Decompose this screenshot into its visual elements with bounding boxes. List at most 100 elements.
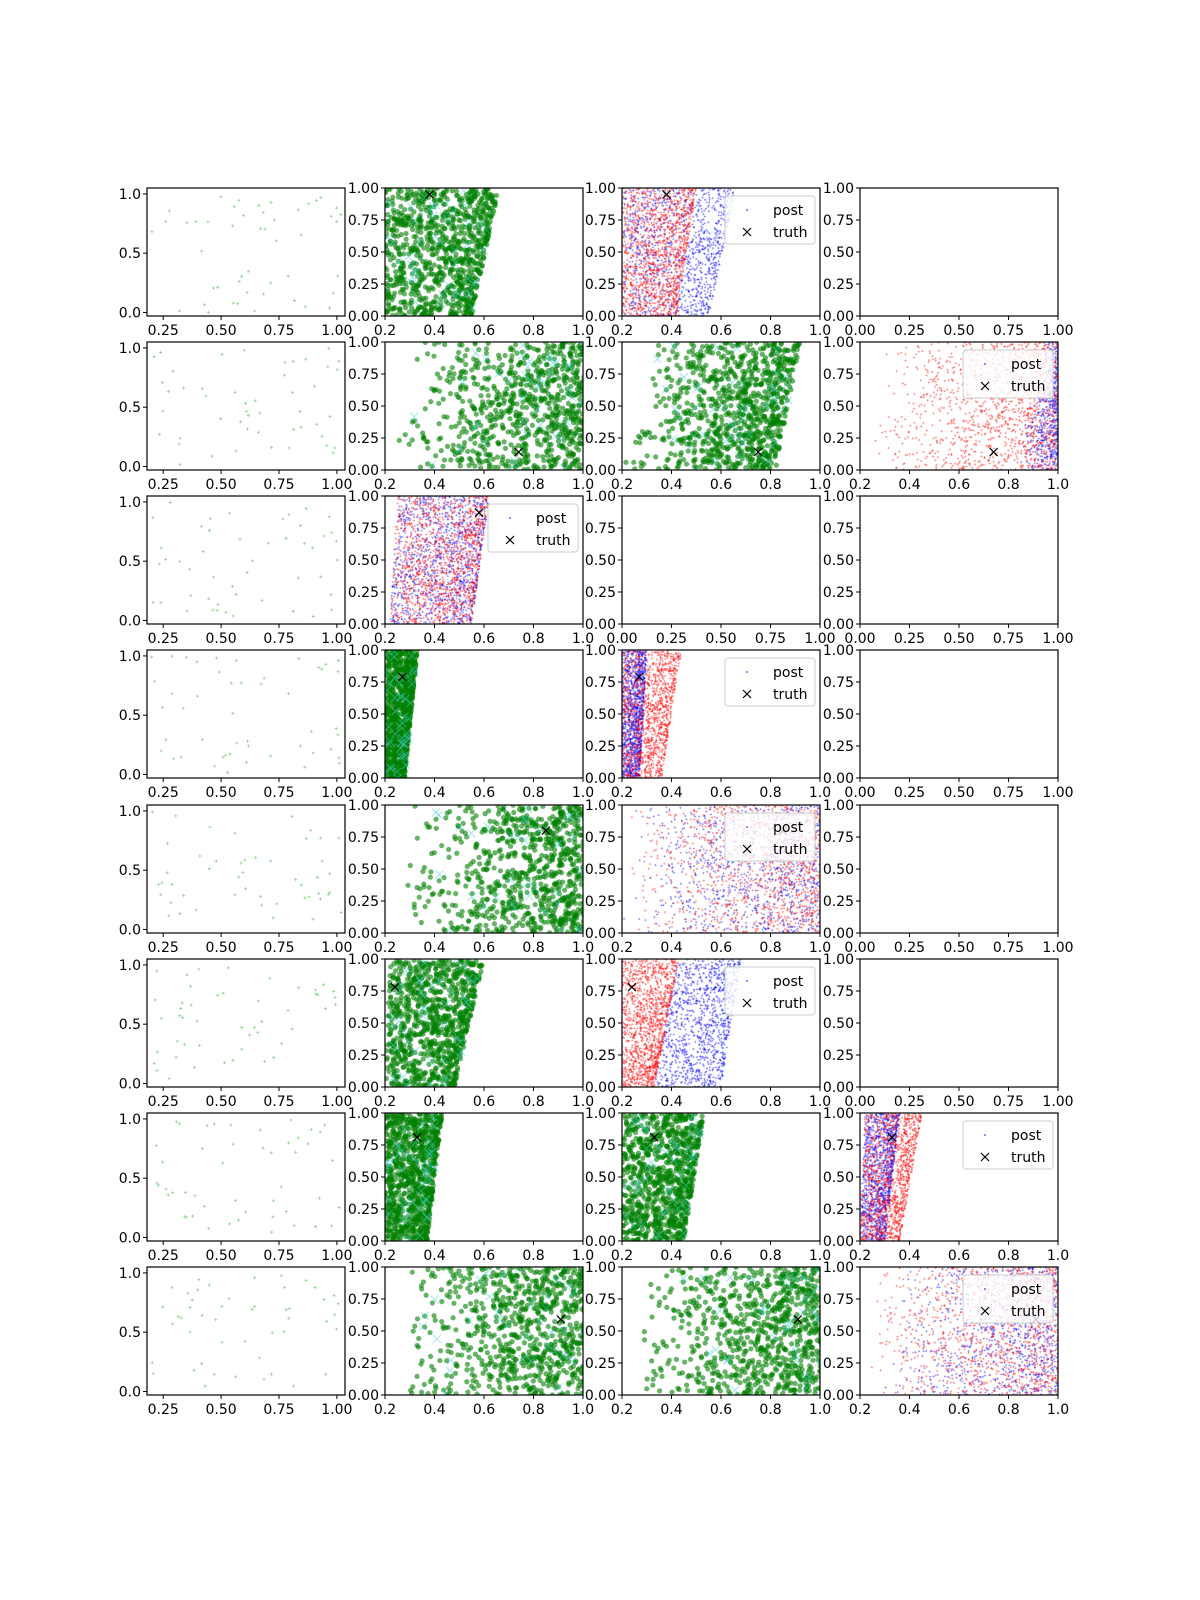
posterior-point-red <box>651 249 655 252</box>
posterior-point-blue <box>631 204 634 207</box>
posterior-point-red <box>646 291 649 294</box>
posterior-point-blue <box>651 288 655 291</box>
posterior-point-blue <box>646 236 649 239</box>
posterior-point-red <box>628 205 631 208</box>
posterior-point-blue <box>637 263 641 266</box>
prior-sample-marker <box>479 437 489 447</box>
posterior-point-red <box>665 240 668 244</box>
posterior-point-red <box>682 207 685 210</box>
posterior-point <box>385 294 391 300</box>
posterior-point-blue <box>633 239 636 242</box>
posterior-point <box>466 268 472 274</box>
posterior-point <box>761 413 767 419</box>
posterior-point <box>508 345 514 351</box>
posterior-point-red <box>633 265 636 268</box>
posterior-point <box>590 453 595 458</box>
posterior-point-blue <box>658 255 661 259</box>
posterior-point-red <box>676 251 680 254</box>
posterior-point-red <box>671 297 675 301</box>
posterior-point <box>467 259 473 265</box>
posterior-point-blue <box>707 298 710 301</box>
posterior-point-red <box>640 282 643 285</box>
posterior-point-red <box>672 285 675 288</box>
posterior-point <box>543 342 549 345</box>
posterior-point-blue <box>674 228 677 231</box>
posterior-point-red <box>684 257 687 260</box>
posterior-point-blue <box>700 278 703 281</box>
posterior-point-red <box>656 312 660 315</box>
prior-sample-marker <box>405 275 414 285</box>
legend-label: post <box>773 203 804 219</box>
posterior-point <box>476 205 482 212</box>
posterior-point-blue <box>701 244 704 247</box>
posterior-point <box>437 270 443 276</box>
posterior-point-red <box>662 304 665 307</box>
posterior-point-red <box>678 253 682 257</box>
posterior-point <box>482 240 488 246</box>
posterior-point-blue <box>657 282 660 285</box>
posterior-point <box>525 368 531 374</box>
posterior-point-blue <box>668 307 672 310</box>
posterior-point-red <box>678 191 681 194</box>
posterior-point-red <box>683 206 686 209</box>
posterior-point-red <box>629 264 632 268</box>
posterior-point-red <box>624 220 627 223</box>
posterior-point <box>472 275 478 281</box>
posterior-point-blue <box>699 204 702 207</box>
posterior-point-blue <box>688 295 691 299</box>
posterior-point-blue <box>632 216 635 219</box>
posterior-point-red <box>645 196 649 199</box>
posterior-point-blue <box>650 235 653 238</box>
posterior-point <box>631 459 637 465</box>
y-tick-label: 0.75 <box>348 213 379 229</box>
posterior-point-red <box>646 249 650 253</box>
posterior-point <box>535 466 542 470</box>
posterior-point-blue <box>631 199 634 202</box>
posterior-point-red <box>623 240 626 243</box>
posterior-point-blue <box>624 243 627 247</box>
posterior-point-red <box>670 290 673 293</box>
posterior-point-red <box>646 282 649 285</box>
posterior-point <box>656 368 663 374</box>
posterior-point-blue <box>718 252 721 255</box>
x-tick-label: 0.50 <box>206 477 237 493</box>
posterior-point-red <box>645 291 648 294</box>
posterior-point-blue <box>642 260 646 263</box>
posterior-point-blue <box>638 253 641 256</box>
observation-point <box>286 274 290 278</box>
posterior-point-blue <box>637 220 640 224</box>
posterior-point-red <box>635 313 639 316</box>
posterior-point-blue <box>657 283 660 286</box>
posterior-point-red <box>673 255 676 258</box>
posterior-point-red <box>631 265 635 269</box>
posterior-point-red <box>629 205 632 208</box>
posterior-point-red <box>649 304 652 307</box>
posterior-point-blue <box>664 304 667 307</box>
posterior-point-blue <box>651 271 654 275</box>
posterior-point-blue <box>656 242 659 245</box>
posterior-point <box>456 420 462 426</box>
posterior-point-red <box>687 188 690 192</box>
posterior-point-blue <box>639 217 643 220</box>
observation-point <box>326 365 330 369</box>
posterior-point <box>429 251 435 257</box>
prior-sample-marker <box>468 303 477 312</box>
posterior-point-blue <box>682 228 685 231</box>
posterior-point-blue <box>661 248 664 251</box>
posterior-point-red <box>673 300 676 303</box>
posterior-point-red <box>626 297 630 300</box>
posterior-point-red <box>663 246 667 249</box>
posterior-point <box>389 282 395 289</box>
posterior-point <box>567 441 573 447</box>
posterior-point-blue <box>719 204 722 207</box>
posterior-point-blue <box>644 252 647 255</box>
posterior-point-red <box>671 222 674 225</box>
posterior-point-blue <box>678 196 682 199</box>
posterior-point-blue <box>669 206 672 209</box>
observation-point <box>253 309 257 313</box>
posterior-point-red <box>651 254 654 257</box>
posterior-point-red <box>686 242 689 245</box>
posterior-point-red <box>657 251 660 254</box>
posterior-point <box>480 384 486 391</box>
posterior-point-red <box>673 254 676 257</box>
